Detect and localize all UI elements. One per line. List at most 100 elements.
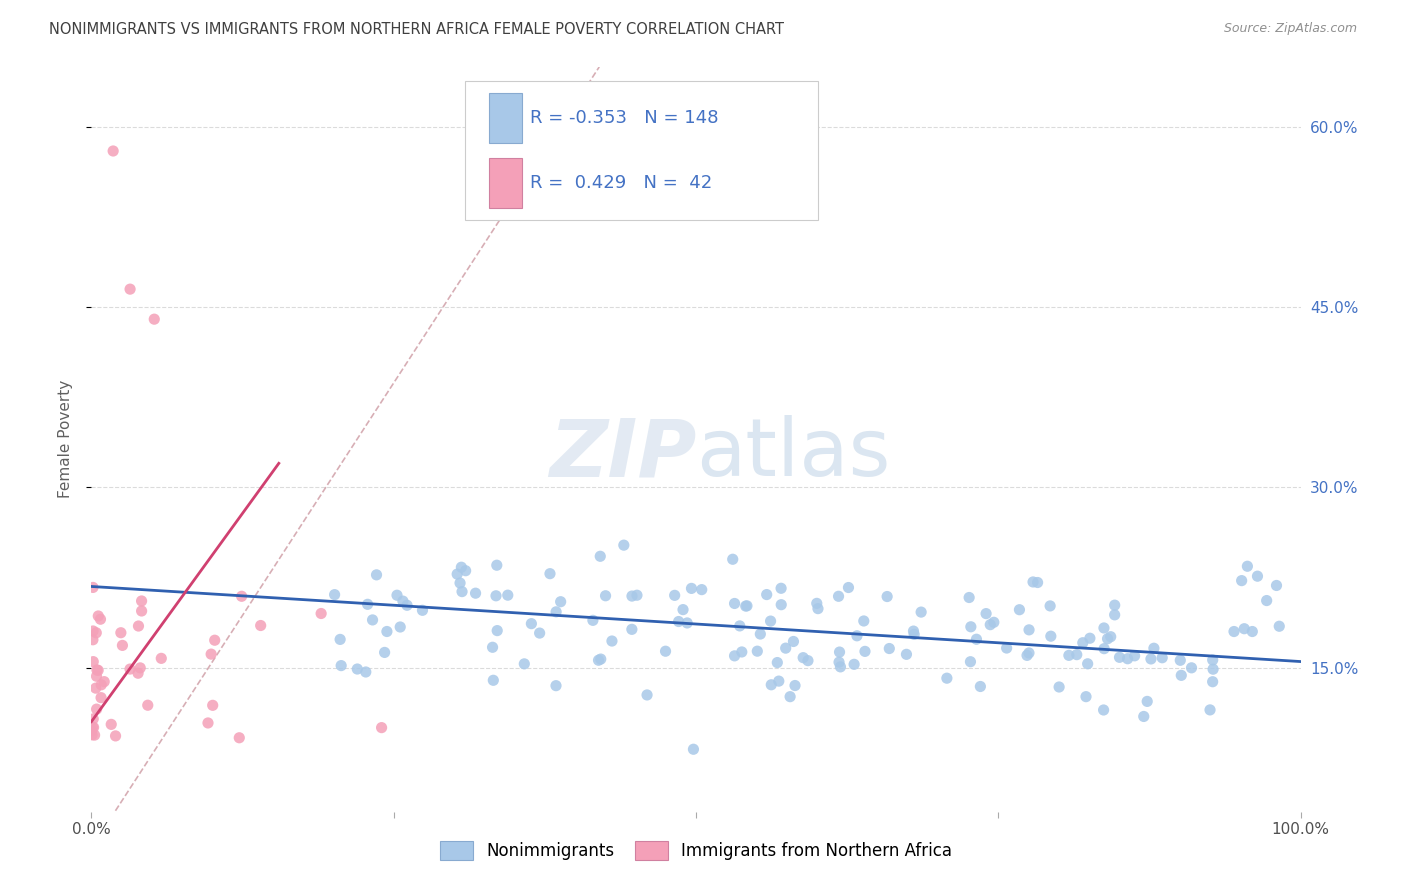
Point <box>82 632 104 647</box>
Point <box>131 604 153 618</box>
Point <box>354 665 377 679</box>
Point <box>228 731 250 745</box>
Point <box>721 552 744 566</box>
Point <box>654 644 676 658</box>
Point <box>676 615 699 630</box>
Point <box>1104 607 1126 622</box>
Point <box>1136 694 1159 708</box>
Point <box>842 657 865 672</box>
Point <box>87 663 110 677</box>
Point <box>1022 574 1045 589</box>
Point <box>766 656 789 670</box>
Point <box>481 640 503 655</box>
Point <box>626 588 648 602</box>
Point <box>1039 629 1062 643</box>
Point <box>1092 703 1115 717</box>
Point <box>366 567 388 582</box>
Point <box>513 657 536 671</box>
Point <box>1132 709 1154 723</box>
Point <box>127 619 149 633</box>
Point <box>770 598 793 612</box>
Point <box>309 607 332 621</box>
Point <box>828 655 851 669</box>
Point <box>485 558 508 573</box>
Point <box>449 576 471 591</box>
Point <box>80 728 103 742</box>
Point <box>792 650 814 665</box>
Point <box>896 648 918 662</box>
Point <box>957 591 980 605</box>
Point <box>1104 598 1126 612</box>
Point <box>485 589 508 603</box>
Point <box>735 599 758 613</box>
Point <box>1071 636 1094 650</box>
Point <box>120 282 142 296</box>
Point <box>87 609 110 624</box>
Point <box>1047 680 1070 694</box>
Point <box>807 601 830 615</box>
Point <box>89 612 111 626</box>
Point <box>600 634 623 648</box>
Point <box>681 582 703 596</box>
Point <box>1026 575 1049 590</box>
Point <box>249 618 271 632</box>
Point <box>876 590 898 604</box>
Point <box>749 627 772 641</box>
Point <box>1202 662 1225 676</box>
Point <box>1223 624 1246 639</box>
Point <box>83 728 105 742</box>
Point <box>546 605 568 619</box>
Point <box>620 589 643 603</box>
Point <box>935 671 957 685</box>
Point <box>827 589 849 603</box>
Point <box>903 627 925 641</box>
Point <box>1077 657 1099 671</box>
Point <box>853 644 876 658</box>
Point <box>668 615 690 629</box>
Point <box>82 624 104 638</box>
Point <box>330 658 353 673</box>
Point <box>86 663 108 677</box>
Point <box>731 645 754 659</box>
Point <box>375 624 398 639</box>
Point <box>1268 619 1291 633</box>
Point <box>1201 674 1223 689</box>
Point <box>231 589 253 603</box>
Point <box>1116 651 1139 665</box>
Point <box>974 607 997 621</box>
Point <box>136 698 159 713</box>
Point <box>550 595 572 609</box>
Point <box>979 617 1001 632</box>
Point <box>1241 624 1264 639</box>
Point <box>582 613 605 627</box>
Point <box>879 641 901 656</box>
Point <box>969 680 991 694</box>
Point <box>1097 632 1119 646</box>
Point <box>374 645 396 659</box>
Legend: Nonimmigrants, Immigrants from Northern Africa: Nonimmigrants, Immigrants from Northern … <box>433 834 959 867</box>
Point <box>1168 653 1191 667</box>
Point <box>392 594 415 608</box>
Point <box>520 616 543 631</box>
Point <box>84 625 107 640</box>
Point <box>846 629 869 643</box>
Point <box>127 666 149 681</box>
Point <box>588 653 610 667</box>
Point <box>111 639 134 653</box>
Point <box>783 679 806 693</box>
Point <box>828 645 851 659</box>
Point <box>1015 648 1038 663</box>
Point <box>1092 641 1115 656</box>
Point <box>104 729 127 743</box>
Point <box>837 581 859 595</box>
Point <box>636 688 658 702</box>
Point <box>90 690 112 705</box>
Text: atlas: atlas <box>696 415 890 493</box>
Point <box>728 619 751 633</box>
Point <box>1057 648 1080 663</box>
Point <box>201 698 224 713</box>
Point <box>101 144 124 158</box>
Point <box>82 655 104 669</box>
Text: NONIMMIGRANTS VS IMMIGRANTS FROM NORTHERN AFRICA FEMALE POVERTY CORRELATION CHAR: NONIMMIGRANTS VS IMMIGRANTS FROM NORTHER… <box>49 22 785 37</box>
Point <box>80 723 103 738</box>
